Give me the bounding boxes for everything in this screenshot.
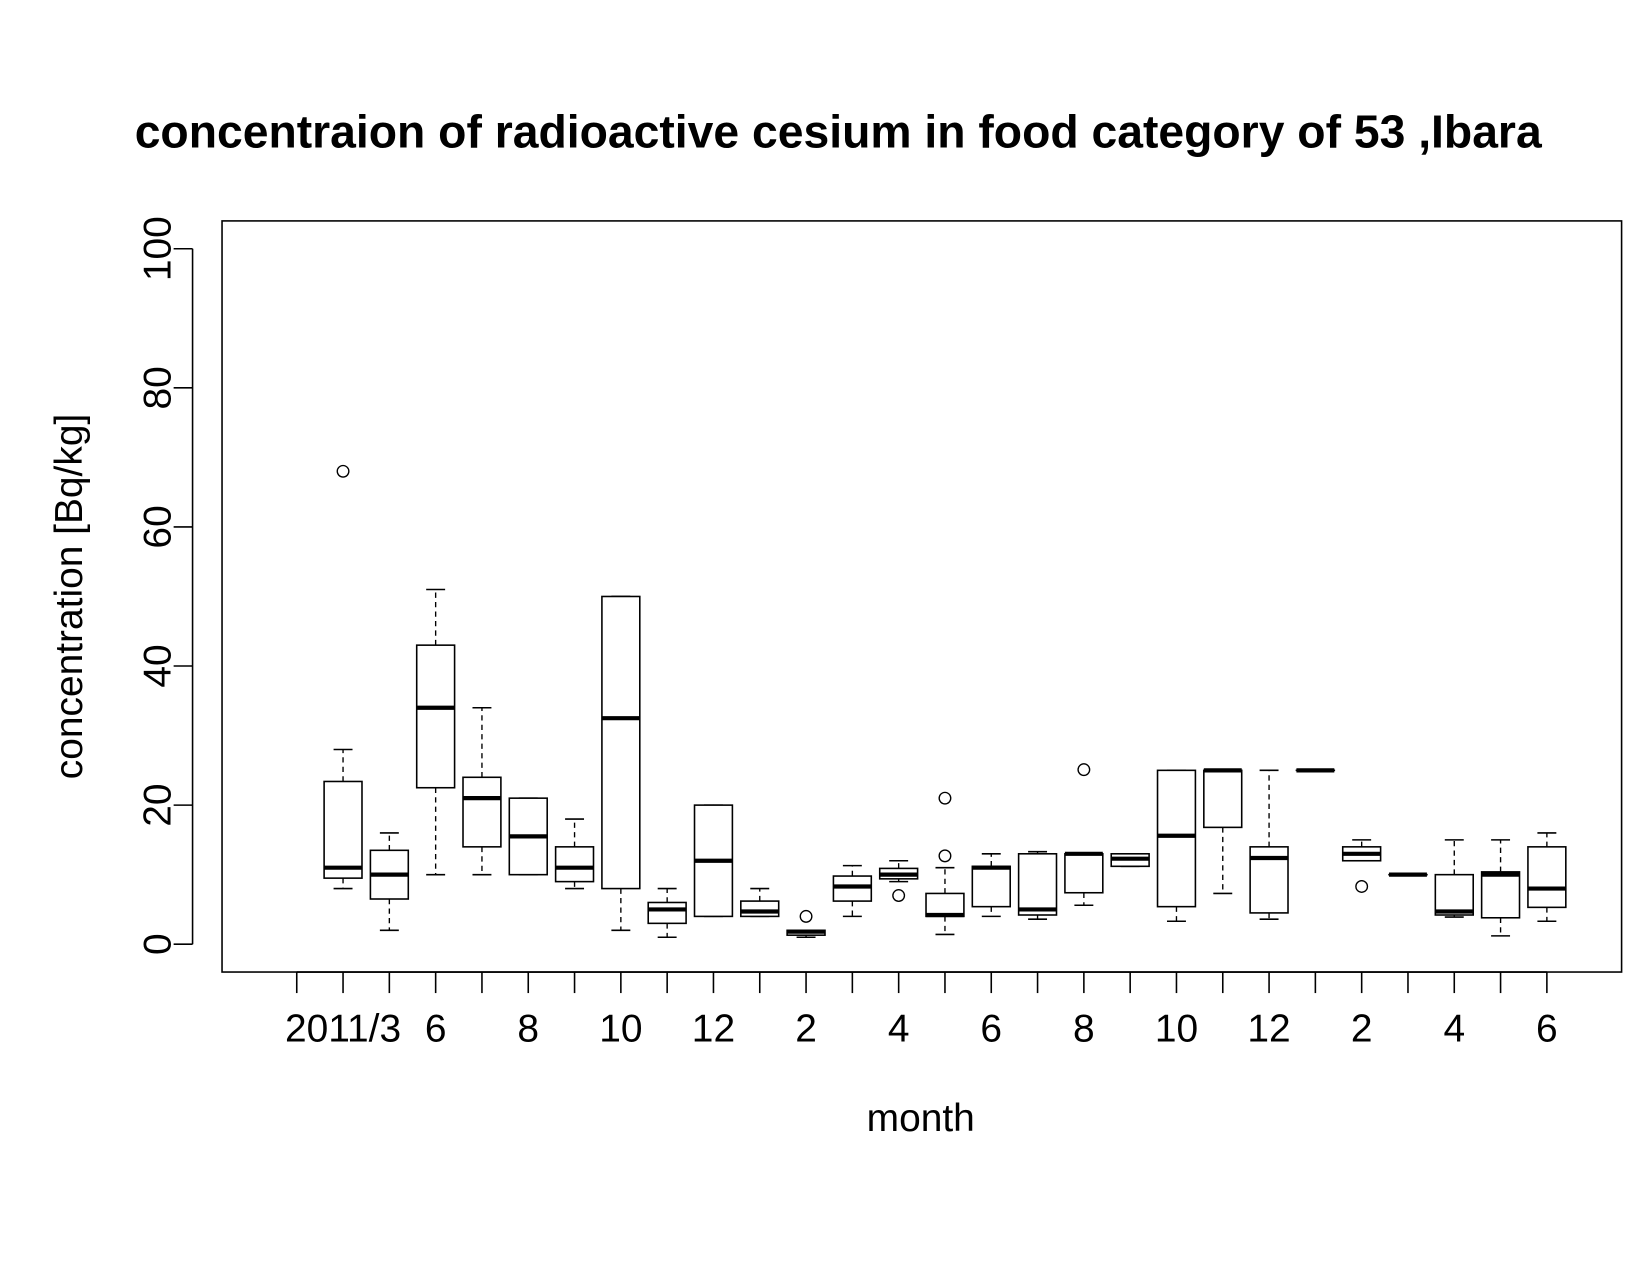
outlier — [1355, 880, 1369, 893]
y-tick-label: 80 — [136, 366, 179, 409]
plot-frame — [221, 220, 1623, 973]
y-tick-label: 0 — [136, 933, 179, 955]
x-tick-label: 12 — [1247, 1007, 1290, 1050]
x-tick-label: 4 — [888, 1007, 910, 1050]
box — [1434, 873, 1475, 916]
x-tick-label: 6 — [1536, 1007, 1558, 1050]
box — [1017, 853, 1058, 916]
box — [462, 776, 502, 848]
outlier — [799, 909, 813, 923]
y-tick-label: 20 — [136, 783, 179, 826]
box — [1064, 853, 1104, 894]
outlier — [938, 791, 952, 805]
box — [1156, 769, 1197, 908]
box — [1203, 769, 1243, 829]
box — [1527, 846, 1567, 909]
outlier — [1077, 763, 1091, 777]
y-tick-label: 60 — [136, 505, 179, 548]
x-tick-label: 10 — [1155, 1007, 1198, 1050]
y-tick-label: 40 — [136, 644, 179, 687]
x-tick-label: 2011/3 — [285, 1007, 401, 1050]
outlier — [938, 849, 952, 863]
x-axis-label: month — [867, 1097, 975, 1140]
outlier — [892, 889, 906, 902]
y-tick-label: 100 — [136, 216, 179, 281]
box — [323, 780, 363, 879]
box — [601, 595, 641, 890]
x-tick-label: 4 — [1443, 1007, 1465, 1050]
y-axis-label: concentration [Bq/kg] — [48, 414, 91, 779]
x-tick-label: 2 — [795, 1007, 817, 1050]
x-tick-label: 8 — [1073, 1007, 1095, 1050]
outlier — [336, 464, 350, 478]
x-tick-label: 6 — [980, 1007, 1002, 1050]
box — [1480, 871, 1521, 919]
box — [554, 846, 595, 883]
x-tick-label: 12 — [692, 1007, 735, 1050]
x-tick-label: 8 — [517, 1007, 539, 1050]
x-tick-label: 2 — [1351, 1007, 1373, 1050]
box — [647, 901, 687, 925]
box — [415, 644, 456, 789]
chart-title: concentraion of radioactive cesium in fo… — [135, 105, 1543, 157]
box — [971, 865, 1011, 908]
x-tick-label: 6 — [425, 1007, 447, 1050]
x-tick-label: 10 — [599, 1007, 642, 1050]
box — [740, 900, 780, 918]
